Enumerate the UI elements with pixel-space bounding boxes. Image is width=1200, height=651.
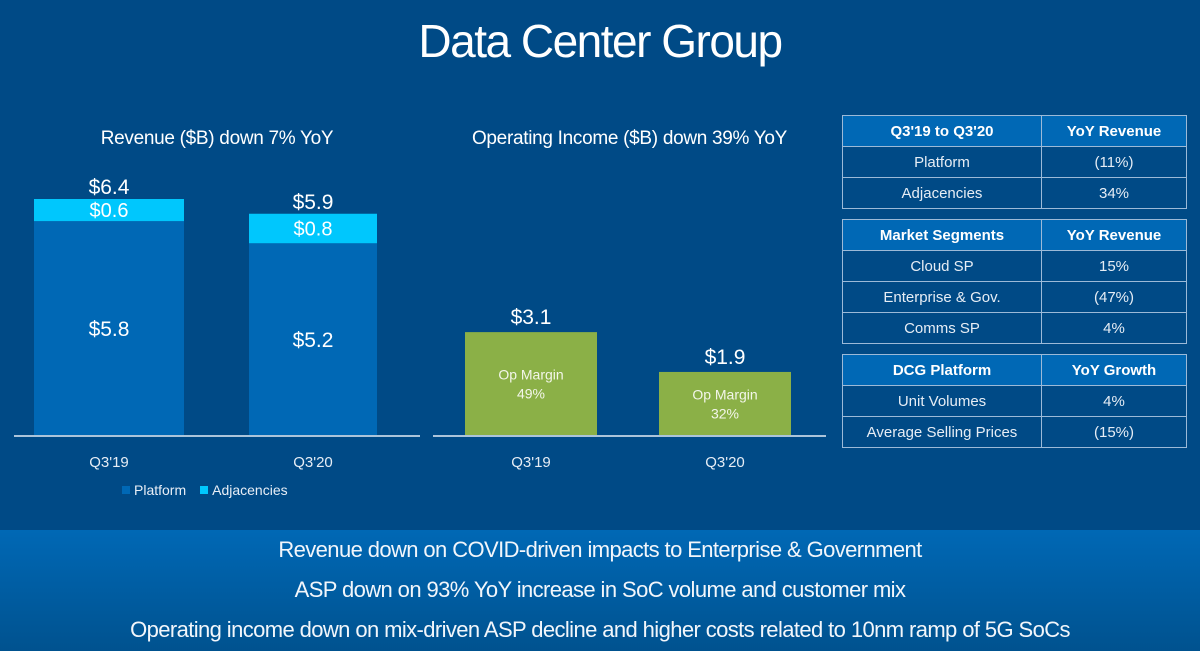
summary-note: Operating income down on mix-driven ASP …: [130, 617, 1070, 642]
legend-item-platform: Platform: [122, 482, 186, 498]
summary-banner: Revenue down on COVID-driven impacts to …: [0, 530, 1200, 651]
table-header: YoY Revenue: [1041, 115, 1187, 147]
op-margin-value: 49%: [517, 386, 545, 402]
x-tick-label: Q3'20: [293, 454, 333, 471]
total-value-label: $5.9: [293, 191, 334, 214]
dcg-platform-table: DCG Platform YoY Growth Unit Volumes 4% …: [842, 354, 1187, 448]
legend-label-platform: Platform: [134, 482, 187, 498]
op-income-value-label: $3.1: [511, 306, 552, 329]
table-cell: 15%: [1041, 250, 1187, 282]
op-margin-value: 32%: [711, 405, 739, 421]
platform-value-label: $5.2: [293, 329, 334, 352]
table-row: Adjacencies 34%: [842, 177, 1187, 209]
table-header-row: DCG Platform YoY Growth: [842, 354, 1187, 386]
table-header: Q3'19 to Q3'20: [842, 115, 1042, 147]
table-cell: 4%: [1041, 385, 1187, 417]
x-tick-label: Q3'19: [511, 454, 551, 471]
table-cell: Cloud SP: [842, 250, 1042, 282]
revenue-legend: Platform Adjacencies: [122, 482, 288, 498]
table-cell: Average Selling Prices: [842, 416, 1042, 448]
table-cell: Unit Volumes: [842, 385, 1042, 417]
table-cell: Comms SP: [842, 312, 1042, 344]
op-margin-label: Op Margin: [692, 386, 757, 402]
page-title: Data Center Group: [418, 15, 783, 67]
table-row: Enterprise & Gov. (47%): [842, 281, 1187, 313]
table-cell: Adjacencies: [842, 177, 1042, 209]
legend-label-adjacencies: Adjacencies: [212, 482, 288, 498]
table-cell: Enterprise & Gov.: [842, 281, 1042, 313]
adjacencies-bar: [249, 213, 377, 244]
table-header: Market Segments: [842, 219, 1042, 251]
platform-bar: [34, 221, 184, 435]
total-value-label: $6.4: [89, 176, 130, 199]
table-row: Cloud SP 15%: [842, 250, 1187, 282]
revenue-chart-title: Revenue ($B) down 7% YoY: [100, 128, 334, 149]
platform-bar: [249, 243, 377, 435]
revenue-breakdown-table: Q3'19 to Q3'20 YoY Revenue Platform (11%…: [842, 115, 1187, 209]
table-cell: (15%): [1041, 416, 1187, 448]
table-header: DCG Platform: [842, 354, 1042, 386]
table-row: Platform (11%): [842, 146, 1187, 178]
yoy-tables: Q3'19 to Q3'20 YoY Revenue Platform (11%…: [842, 115, 1187, 458]
table-cell: (11%): [1041, 146, 1187, 178]
legend-swatch-platform: [122, 486, 130, 494]
table-header-row: Market Segments YoY Revenue: [842, 219, 1187, 251]
summary-note: ASP down on 93% YoY increase in SoC volu…: [294, 577, 906, 602]
op-margin-label: Op Margin: [498, 367, 563, 383]
x-tick-label: Q3'19: [89, 454, 129, 471]
op-income-chart-title: Operating Income ($B) down 39% YoY: [471, 128, 788, 149]
table-row: Comms SP 4%: [842, 312, 1187, 344]
table-cell: Platform: [842, 146, 1042, 178]
table-header: YoY Growth: [1041, 354, 1187, 386]
legend-swatch-adjacencies: [200, 486, 209, 494]
market-segments-table: Market Segments YoY Revenue Cloud SP 15%…: [842, 219, 1187, 344]
x-tick-label: Q3'20: [705, 454, 745, 471]
table-row: Unit Volumes 4%: [842, 385, 1187, 417]
summary-note: Revenue down on COVID-driven impacts to …: [278, 537, 922, 562]
table-cell: (47%): [1041, 281, 1187, 313]
table-row: Average Selling Prices (15%): [842, 416, 1187, 448]
op-income-value-label: $1.9: [705, 346, 746, 369]
table-cell: 34%: [1041, 177, 1187, 209]
platform-value-label: $5.8: [89, 318, 130, 341]
table-header-row: Q3'19 to Q3'20 YoY Revenue: [842, 115, 1187, 147]
op-income-bar: [465, 332, 597, 435]
table-header: YoY Revenue: [1041, 219, 1187, 251]
adjacencies-value-label: $0.6: [90, 200, 129, 222]
legend-item-adjacencies: Adjacencies: [200, 482, 288, 498]
adjacencies-value-label: $0.8: [294, 219, 333, 241]
table-cell: 4%: [1041, 312, 1187, 344]
op-income-bar: [659, 371, 791, 435]
adjacencies-bar: [34, 199, 184, 222]
